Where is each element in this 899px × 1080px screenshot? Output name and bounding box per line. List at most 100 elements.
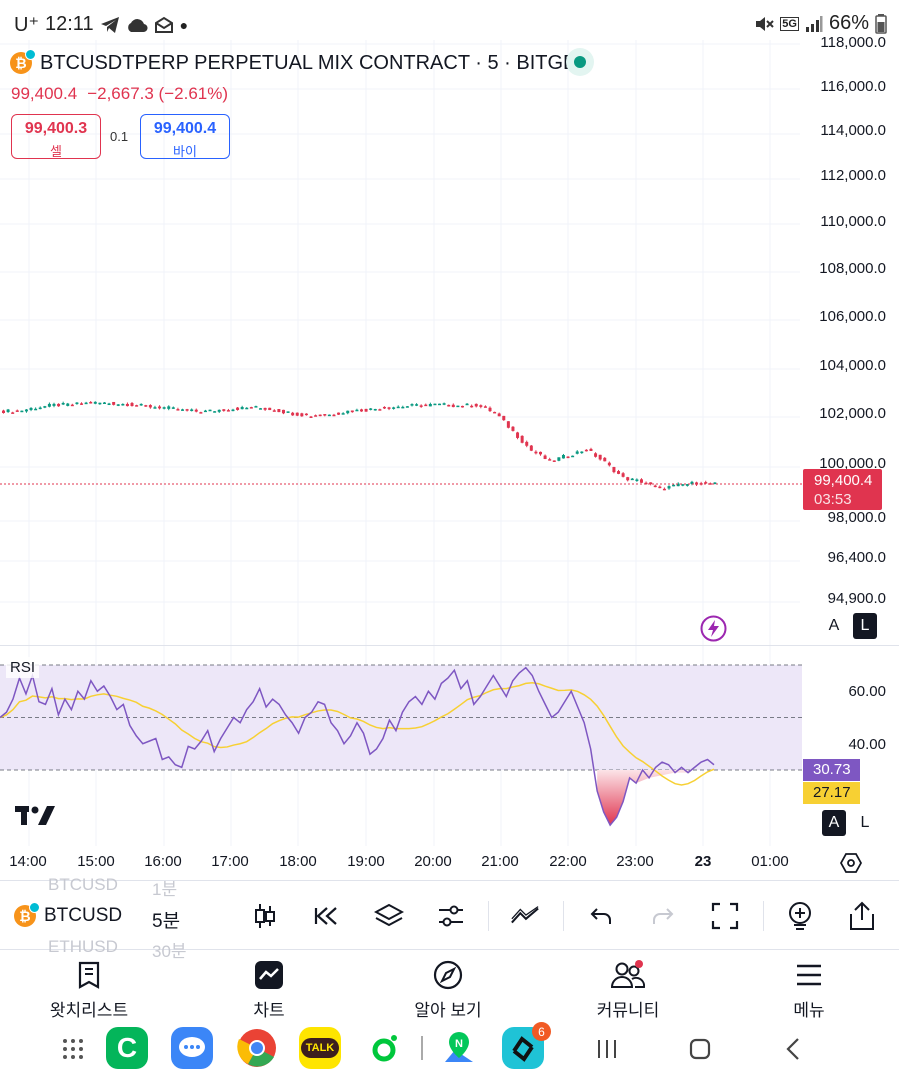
fullscreen-icon[interactable] [710,901,740,931]
candle-body [245,407,249,410]
candle-body [318,414,322,417]
candle-body [584,449,588,452]
lightning-icon[interactable] [700,615,727,642]
candle-body [456,405,460,408]
candle-body [493,411,497,414]
candle-body [557,457,561,461]
candle-body [690,481,694,485]
candle-body [502,415,506,421]
candle-body [314,415,318,417]
candle-body [176,409,180,411]
candle-body [162,407,166,409]
candle-body [364,408,368,412]
interval-picker-ghost: 1분 [152,880,178,899]
candle-body [300,413,304,417]
candle-body [277,409,281,413]
candle-body [272,410,276,412]
app-drawer-icon[interactable] [62,1038,84,1060]
rsi-chart[interactable] [0,646,899,846]
replay-icon[interactable] [312,901,342,931]
rsi-log-scale-button[interactable]: L [860,814,870,831]
bitcoin-coin-icon: ₿ [10,49,36,74]
back-icon[interactable] [786,1037,800,1061]
candle-body [327,414,331,417]
candle-body [621,473,625,477]
sell-label: 셀 [50,144,62,159]
nav-explore[interactable]: 알아 보기 [388,958,508,1021]
candle-body [681,484,685,486]
candle-body [511,426,515,431]
chrome-app-icon[interactable] [236,1027,278,1069]
naver-map-app-icon[interactable]: N [438,1027,480,1069]
nav-menu[interactable]: 메뉴 [749,958,869,1021]
menu-icon [797,964,821,986]
candle-body [249,407,253,409]
battery-percent: 66% [828,12,869,34]
kakaotalk-app-icon[interactable]: TALK [299,1027,341,1069]
interval-picker[interactable]: 5분 [152,911,181,932]
layers-icon[interactable] [374,901,404,931]
candle-body [112,401,116,405]
rsi-auto-scale-button[interactable]: A [822,810,846,836]
status-bar: U⁺ 12:11 ● 5G 66% [0,0,899,46]
share-icon[interactable] [847,901,877,931]
nav-chart[interactable]: 차트 [209,958,329,1021]
naver-app-icon[interactable] [363,1027,405,1069]
messages-app-icon[interactable] [171,1027,213,1069]
candle-body [410,404,414,406]
price-chart[interactable] [0,40,899,645]
pane-divider[interactable] [0,645,899,646]
phone-app-icon[interactable]: C [106,1027,148,1069]
recent-apps-icon[interactable] [596,1039,618,1059]
candle-body [121,403,125,406]
candle-body [401,406,405,409]
candle-body [479,405,483,407]
symbol-picker-ghost: BTCUSD [48,875,118,894]
buy-button[interactable]: 99,400.4 바이 [140,114,230,159]
market-open-indicator[interactable] [566,48,594,76]
candle-body [653,485,657,488]
candle-body [185,409,189,411]
settings-hexagon-icon[interactable] [840,852,862,874]
price-axis-label: 106,000.0 [819,308,886,325]
candle-body [135,405,139,407]
candle-body [346,410,350,414]
rsi-legend[interactable]: RSI [6,657,40,678]
toolbar-symbol: BTCUSD [44,905,123,926]
chart-toolbar: BTCUSD 1분 ₿ BTCUSD 5분 ETHUSD 30분 [0,875,899,961]
home-icon[interactable] [689,1038,711,1060]
compare-icon[interactable] [510,901,540,931]
nav-chart-label: 차트 [253,1001,285,1020]
nav-watchlist-label: 왓치리스트 [49,1001,129,1020]
create-alert-icon[interactable] [785,901,815,931]
svg-text:N: N [455,1038,463,1050]
candle-body [203,410,207,413]
candle-body [630,478,634,481]
current-price-tag: 99,400.4 03:53 [803,469,882,510]
undo-icon[interactable] [586,901,616,931]
symbol-header[interactable]: ₿ BTCUSDTPERP PERPETUAL MIX CONTRACT · 5… [10,48,589,78]
candle-body [309,416,313,418]
candle-body [2,410,5,414]
candle-body [304,413,308,416]
candle-body [644,482,648,485]
candle-body [57,403,61,407]
chart-icon [255,961,283,989]
log-scale-button[interactable]: L [853,613,877,639]
toolbar-divider [563,901,564,931]
candle-body [415,404,419,406]
nav-watchlist[interactable]: 왓치리스트 [29,958,149,1021]
community-icon [611,960,645,988]
symbol-picker-ghost: ETHUSD [48,937,118,956]
indicators-icon[interactable] [436,901,466,931]
nav-community[interactable]: 커뮤니티 [568,958,688,1021]
time-axis-label: 21:00 [481,853,519,870]
redo-icon[interactable] [648,901,678,931]
symbol-picker[interactable]: ₿ BTCUSD [14,902,124,927]
candle-body [594,453,598,457]
candle-style-icon[interactable] [250,901,280,931]
auto-scale-button[interactable]: A [828,617,840,634]
sell-button[interactable]: 99,400.3 셀 [11,114,101,159]
candle-body [167,406,171,409]
